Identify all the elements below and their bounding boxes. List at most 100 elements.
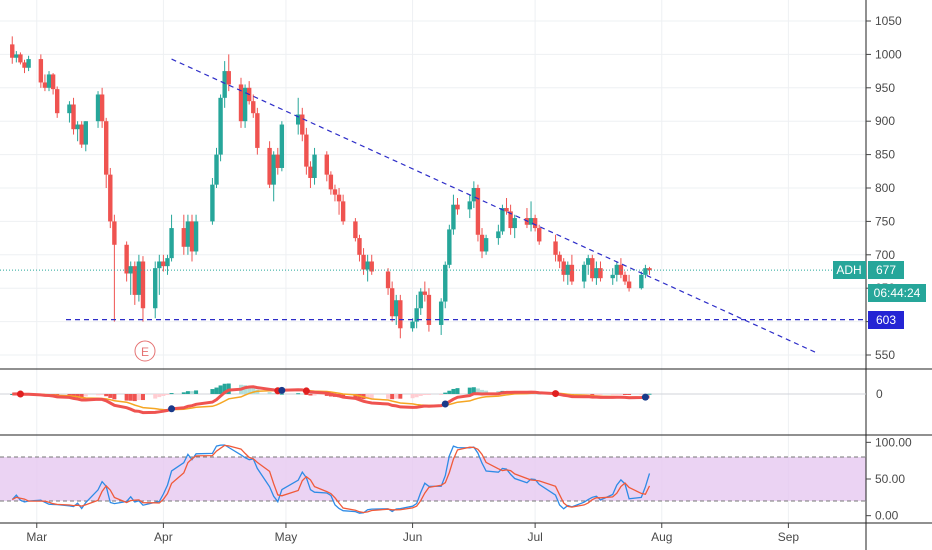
- momentum-bar: [590, 394, 595, 396]
- stochastic-tick-label: 50.00: [875, 472, 905, 486]
- momentum-bar: [398, 394, 403, 399]
- crossover-dot: [168, 405, 176, 413]
- candle-body: [267, 147, 272, 185]
- momentum-bar: [100, 394, 105, 396]
- candle-body: [353, 221, 358, 239]
- last-price-tag[interactable]: ADH 677 06:44:24: [833, 261, 926, 302]
- momentum-bar: [426, 394, 431, 395]
- candles: [10, 36, 652, 339]
- candle-body: [185, 221, 191, 247]
- momentum-bar: [622, 394, 627, 395]
- momentum-bar: [194, 390, 199, 394]
- momentum-bar: [279, 393, 284, 395]
- momentum-bar: [390, 394, 395, 400]
- momentum-bar: [79, 394, 84, 397]
- candle-body: [643, 268, 648, 275]
- candle-body: [508, 211, 513, 229]
- candle-body: [553, 241, 558, 255]
- momentum-bar: [161, 394, 166, 396]
- time-tick-label: Jul: [527, 530, 542, 544]
- momentum-bar: [128, 394, 133, 401]
- candle-body: [594, 268, 599, 279]
- momentum-bar: [169, 393, 174, 395]
- candle-body: [418, 291, 423, 309]
- momentum-bar: [639, 394, 644, 395]
- momentum-bar: [369, 394, 374, 399]
- candle-body: [483, 238, 489, 252]
- candle-body: [394, 300, 399, 317]
- candle-body: [136, 261, 142, 295]
- candle-body: [14, 54, 19, 58]
- time-tick-label: Apr: [154, 530, 173, 544]
- candle-body: [38, 59, 44, 83]
- support-price-tag[interactable]: 603: [868, 311, 904, 329]
- candle-body: [124, 244, 129, 274]
- earnings-marker[interactable]: E: [134, 340, 156, 362]
- candle-body: [67, 104, 72, 114]
- last-price-label: 677: [876, 263, 896, 277]
- momentum-bar: [300, 393, 305, 395]
- momentum-bar: [218, 385, 223, 394]
- momentum-bar: [480, 389, 485, 394]
- candle-body: [255, 113, 260, 148]
- candle-body: [95, 94, 101, 122]
- momentum-bar: [271, 393, 276, 395]
- candle-body: [210, 184, 215, 222]
- candle-body: [279, 124, 285, 168]
- support-tag-bg: [868, 311, 904, 329]
- candle-body: [83, 121, 88, 145]
- candle-body: [455, 204, 460, 210]
- candle-body: [308, 166, 313, 178]
- candle-body: [165, 258, 170, 267]
- crossover-dot: [302, 387, 310, 395]
- price-tick-label: 550: [875, 348, 895, 362]
- momentum-bar: [181, 392, 186, 394]
- candle-body: [304, 134, 309, 167]
- candle-body: [132, 266, 138, 295]
- momentum-bar: [598, 394, 603, 396]
- candle-body: [157, 261, 162, 269]
- momentum-bar: [112, 394, 117, 400]
- price-axis[interactable]: 55060065070075080085090095010001050: [866, 14, 902, 362]
- momentum-bar: [304, 394, 309, 395]
- stochastic-pane: 100.00 50.00 0.00: [11, 435, 912, 523]
- candle-body: [79, 124, 84, 145]
- candle-body: [275, 154, 280, 168]
- momentum-bar: [422, 394, 427, 395]
- candle-body: [108, 174, 113, 222]
- stochastic-tick-label: 0.00: [875, 509, 899, 523]
- momentum-bar: [475, 388, 480, 394]
- candle-body: [569, 264, 575, 282]
- symbol-label: ADH: [836, 263, 861, 277]
- momentum-bar: [610, 394, 615, 396]
- macd-line: [12, 385, 650, 415]
- time-axis[interactable]: Mar Apr May Jun Jul Aug Sep: [26, 523, 799, 544]
- momentum-bar: [251, 387, 256, 394]
- momentum-bar: [124, 394, 129, 401]
- momentum-bar: [136, 394, 141, 400]
- candle-body: [222, 71, 227, 98]
- candle-body: [537, 228, 542, 242]
- candle-body: [169, 228, 174, 259]
- candle-body: [112, 221, 117, 245]
- candle-body: [153, 268, 158, 309]
- candle-body: [561, 261, 566, 275]
- crossover-dot: [552, 390, 560, 398]
- candle-body: [447, 229, 452, 265]
- momentum-bar: [165, 394, 170, 395]
- momentum-bar: [447, 390, 452, 394]
- momentum-bar: [471, 387, 476, 394]
- stochastic-tick-label: 100.00: [875, 435, 912, 449]
- candle-body: [181, 228, 187, 247]
- candle-body: [422, 291, 428, 295]
- candle-body: [42, 82, 48, 88]
- momentum-zero-label: 0: [876, 387, 883, 401]
- candle-body: [10, 44, 15, 58]
- momentum-bar: [484, 390, 489, 394]
- candle-body: [271, 154, 276, 185]
- candle-body: [532, 218, 538, 229]
- candle-body: [46, 74, 52, 88]
- candle-body: [128, 266, 133, 274]
- candle-body: [590, 258, 595, 279]
